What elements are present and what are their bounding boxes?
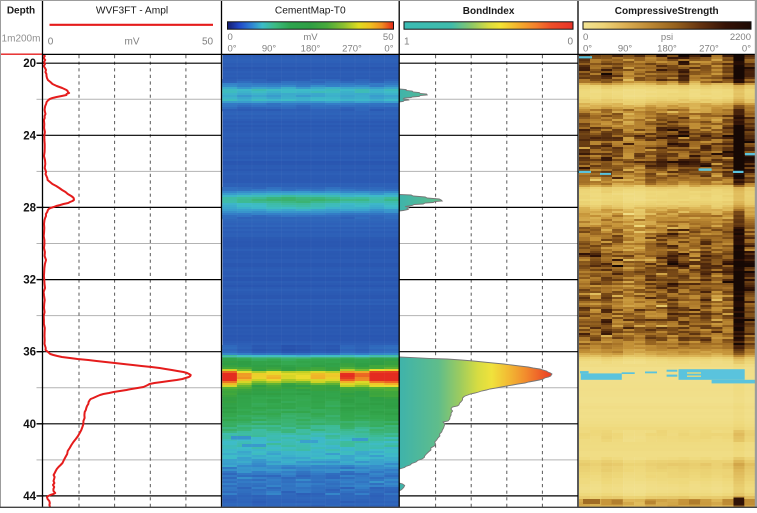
svg-text:CompressiveStrength: CompressiveStrength <box>615 6 719 17</box>
svg-text:0: 0 <box>228 32 233 43</box>
svg-text:36: 36 <box>23 347 36 359</box>
svg-text:0: 0 <box>567 37 573 48</box>
svg-text:180°: 180° <box>301 44 321 55</box>
svg-text:44: 44 <box>23 491 36 503</box>
svg-text:28: 28 <box>23 202 36 214</box>
svg-text:1m200m: 1m200m <box>2 34 41 45</box>
svg-text:90°: 90° <box>618 44 633 55</box>
svg-text:40: 40 <box>23 419 36 431</box>
svg-text:0°: 0° <box>228 44 237 55</box>
svg-text:0°: 0° <box>384 44 393 55</box>
svg-text:0°: 0° <box>742 44 751 55</box>
svg-text:270°: 270° <box>699 44 719 55</box>
svg-text:CementMap-T0: CementMap-T0 <box>275 6 346 17</box>
svg-text:20: 20 <box>23 58 36 70</box>
svg-text:BondIndex: BondIndex <box>463 6 515 17</box>
svg-text:WVF3FT - Ampl: WVF3FT - Ampl <box>96 6 168 17</box>
svg-text:0°: 0° <box>583 44 592 55</box>
svg-text:270°: 270° <box>342 44 362 55</box>
svg-text:2200: 2200 <box>730 32 751 43</box>
svg-text:psi: psi <box>661 32 673 43</box>
svg-text:Depth: Depth <box>7 6 35 17</box>
svg-text:90°: 90° <box>262 44 277 55</box>
svg-text:0: 0 <box>583 32 588 43</box>
svg-text:mV: mV <box>125 37 140 48</box>
svg-text:32: 32 <box>23 275 36 287</box>
svg-text:50: 50 <box>202 37 214 48</box>
svg-text:24: 24 <box>23 130 36 142</box>
svg-text:mV: mV <box>303 32 318 43</box>
svg-text:1: 1 <box>404 37 410 48</box>
svg-text:50: 50 <box>383 32 394 43</box>
svg-text:180°: 180° <box>657 44 677 55</box>
svg-text:0: 0 <box>48 37 54 48</box>
